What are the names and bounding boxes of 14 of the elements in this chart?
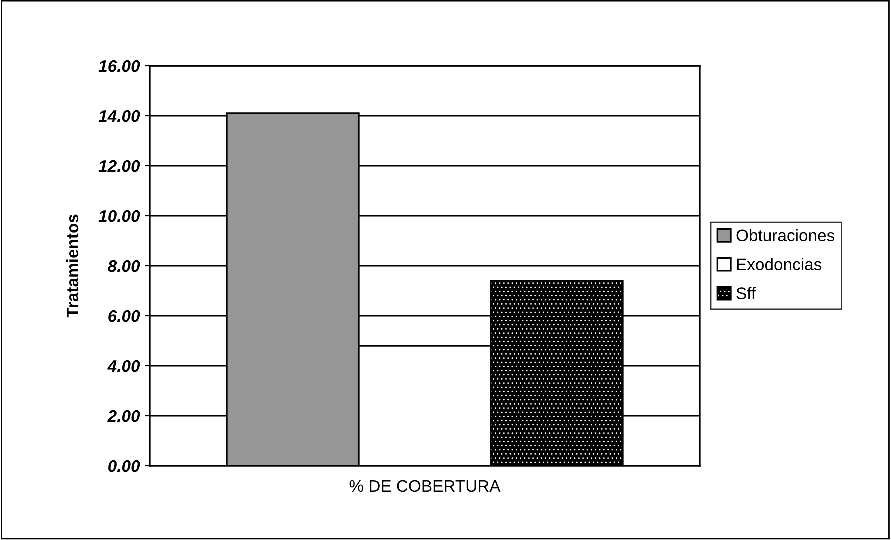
y-tick-label: 14.00	[98, 110, 140, 122]
x-tick-label: % DE COBERTURA	[350, 480, 501, 492]
y-tick-label: 4.00	[108, 360, 140, 372]
legend-label: Obturaciones	[736, 229, 835, 242]
y-tick-label: 12.00	[98, 160, 140, 172]
legend-label: Sff	[736, 287, 756, 300]
legend-label: Exodoncias	[737, 258, 822, 271]
y-tick-label: 10.00	[98, 210, 140, 222]
y-tick-label: 16.00	[98, 60, 140, 72]
y-tick-label: 2.00	[108, 410, 140, 422]
y-tick-label: 0.00	[108, 460, 140, 472]
y-tick-label: 6.00	[108, 310, 140, 322]
y-axis-title: Tratamientos	[66, 214, 79, 318]
y-tick-label: 8.00	[108, 260, 140, 272]
